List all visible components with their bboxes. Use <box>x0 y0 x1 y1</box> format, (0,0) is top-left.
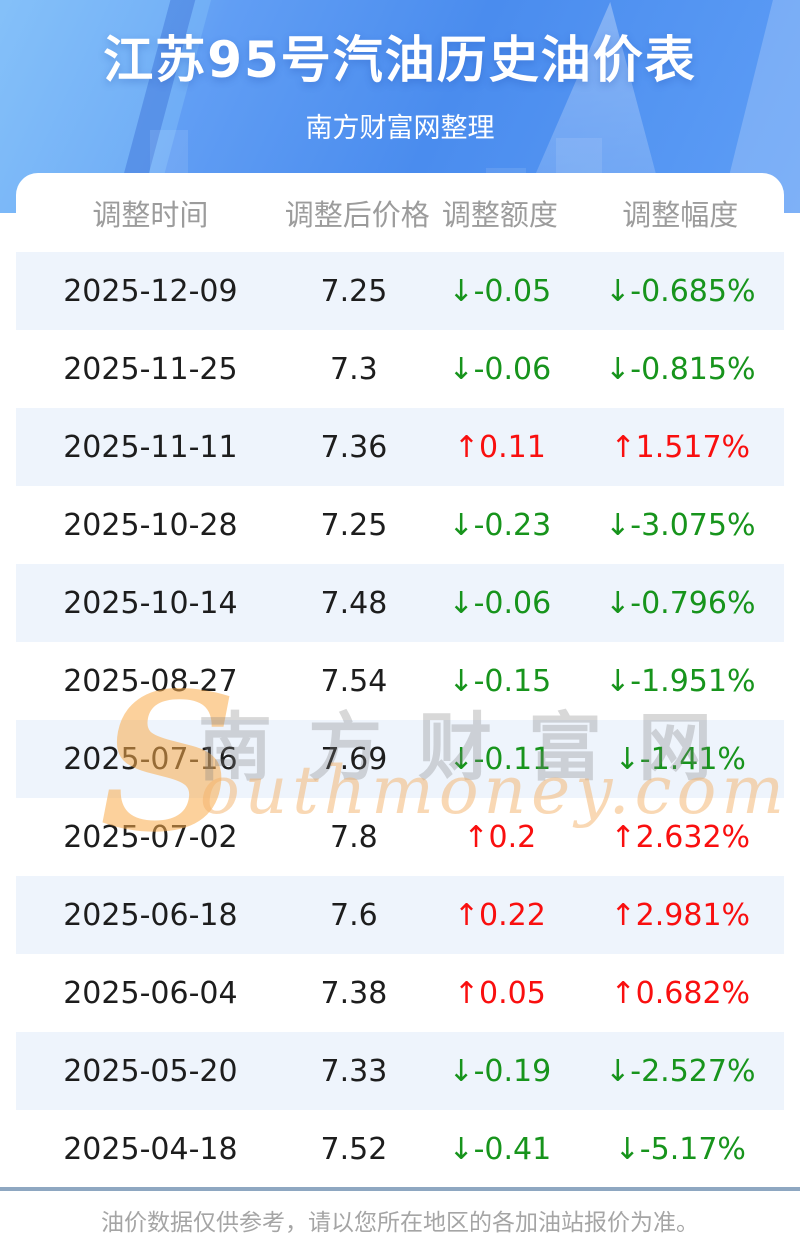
price-cell: 7.8 <box>330 819 378 855</box>
change-rate-cell: ↓-3.075% <box>605 507 756 543</box>
price-cell: 7.38 <box>320 975 388 1011</box>
adjust-date-cell: 2025-05-20 <box>63 1053 238 1089</box>
adjust-date-cell: 2025-08-27 <box>63 663 238 699</box>
price-cell: 7.25 <box>320 273 388 309</box>
footer-divider-line <box>0 1187 800 1191</box>
change-rate-cell: ↓-1.41% <box>614 741 746 777</box>
adjust-date-cell: 2025-11-11 <box>63 429 238 465</box>
column-header-adjust-time: 调整时间 <box>92 197 209 232</box>
table-row: 2025-10-28 7.25 ↓-0.23 ↓-3.075% <box>16 486 784 564</box>
adjust-date-cell: 2025-10-28 <box>63 507 238 543</box>
table-row: 2025-10-14 7.48 ↓-0.06 ↓-0.796% <box>16 564 784 642</box>
price-cell: 7.33 <box>320 1053 388 1089</box>
change-amount-cell: ↓-0.06 <box>448 585 552 621</box>
price-cell: 7.69 <box>320 741 388 777</box>
table-row: 2025-12-09 7.25 ↓-0.05 ↓-0.685% <box>16 252 784 330</box>
change-amount-cell: ↓-0.05 <box>448 273 552 309</box>
adjust-date-cell: 2025-06-04 <box>63 975 238 1011</box>
adjust-date-cell: 2025-11-25 <box>63 351 238 387</box>
change-rate-cell: ↓-0.685% <box>605 273 756 309</box>
column-header-adjusted-price: 调整后价格 <box>284 197 430 232</box>
adjust-date-cell: 2025-04-18 <box>63 1131 238 1167</box>
change-amount-cell: ↓-0.41 <box>448 1131 552 1167</box>
change-amount-cell: ↓-0.23 <box>448 507 552 543</box>
change-amount-cell: ↓-0.06 <box>448 351 552 387</box>
change-amount-cell: ↑0.2 <box>463 819 537 855</box>
adjust-date-cell: 2025-10-14 <box>63 585 238 621</box>
price-cell: 7.6 <box>330 897 378 933</box>
column-header-adjust-rate: 调整幅度 <box>622 197 739 232</box>
adjust-date-cell: 2025-07-02 <box>63 819 238 855</box>
change-amount-cell: ↓-0.19 <box>448 1053 552 1089</box>
change-rate-cell: ↑1.517% <box>610 429 751 465</box>
table-row: 2025-04-18 7.52 ↓-0.41 ↓-5.17% <box>16 1110 784 1188</box>
table-row: 2025-07-02 7.8 ↑0.2 ↑2.632% <box>16 798 784 876</box>
price-cell: 7.52 <box>320 1131 388 1167</box>
price-table-card: 调整时间 调整后价格 调整额度 调整幅度 2025-12-09 7.25 ↓-0… <box>16 173 784 1188</box>
price-cell: 7.54 <box>320 663 388 699</box>
price-cell: 7.36 <box>320 429 388 465</box>
adjust-date-cell: 2025-12-09 <box>63 273 238 309</box>
table-row: 2025-07-16 7.69 ↓-0.11 ↓-1.41% <box>16 720 784 798</box>
change-rate-cell: ↓-1.951% <box>605 663 756 699</box>
change-rate-cell: ↓-0.796% <box>605 585 756 621</box>
price-cell: 7.3 <box>330 351 378 387</box>
change-rate-cell: ↑2.632% <box>610 819 751 855</box>
change-amount-cell: ↓-0.15 <box>448 663 552 699</box>
price-cell: 7.48 <box>320 585 388 621</box>
table-header-row: 调整时间 调整后价格 调整额度 调整幅度 <box>16 173 784 252</box>
page-title: 江苏95号汽油历史油价表 <box>103 31 697 89</box>
table-row: 2025-06-18 7.6 ↑0.22 ↑2.981% <box>16 876 784 954</box>
table-row: 2025-11-25 7.3 ↓-0.06 ↓-0.815% <box>16 330 784 408</box>
footer-disclaimer: 油价数据仅供参考，请以您所在地区的各加油站报价为准。 <box>101 1210 699 1236</box>
page-subtitle: 南方财富网整理 <box>305 113 495 144</box>
change-amount-cell: ↓-0.11 <box>448 741 552 777</box>
change-rate-cell: ↑0.682% <box>610 975 751 1011</box>
table-row: 2025-11-11 7.36 ↑0.11 ↑1.517% <box>16 408 784 486</box>
table-row: 2025-06-04 7.38 ↑0.05 ↑0.682% <box>16 954 784 1032</box>
change-amount-cell: ↑0.22 <box>453 897 546 933</box>
change-rate-cell: ↓-0.815% <box>605 351 756 387</box>
change-amount-cell: ↑0.11 <box>453 429 546 465</box>
adjust-date-cell: 2025-07-16 <box>63 741 238 777</box>
price-cell: 7.25 <box>320 507 388 543</box>
change-amount-cell: ↑0.05 <box>453 975 546 1011</box>
column-header-adjust-amount: 调整额度 <box>441 197 558 232</box>
table-row: 2025-08-27 7.54 ↓-0.15 ↓-1.951% <box>16 642 784 720</box>
change-rate-cell: ↑2.981% <box>610 897 751 933</box>
change-rate-cell: ↓-5.17% <box>614 1131 746 1167</box>
table-body: 2025-12-09 7.25 ↓-0.05 ↓-0.685% 2025-11-… <box>16 252 784 1188</box>
adjust-date-cell: 2025-06-18 <box>63 897 238 933</box>
change-rate-cell: ↓-2.527% <box>605 1053 756 1089</box>
table-row: 2025-05-20 7.33 ↓-0.19 ↓-2.527% <box>16 1032 784 1110</box>
